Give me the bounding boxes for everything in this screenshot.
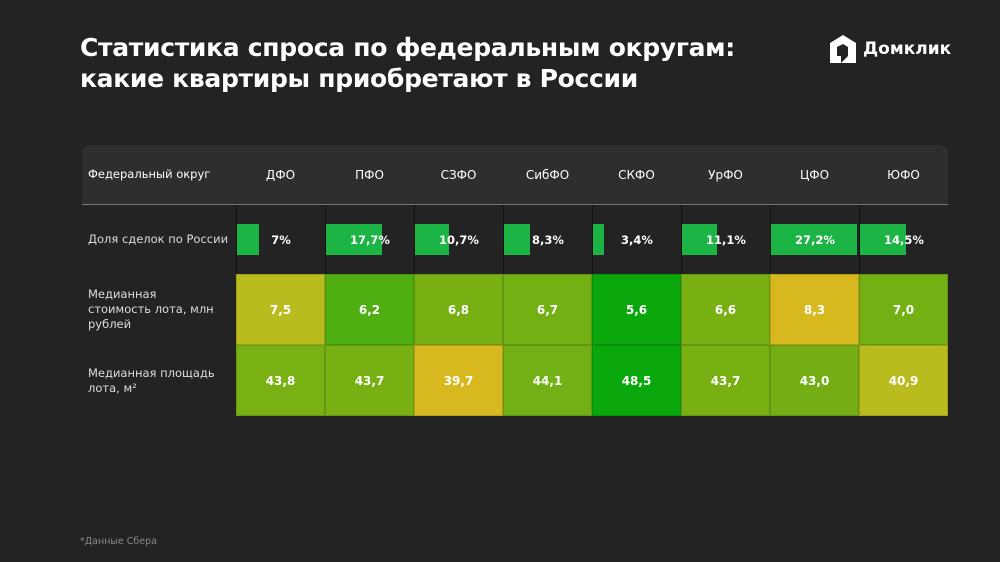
share-cell: 10,7% [414,205,503,274]
share-label: 27,2% [795,232,835,247]
heatmap-cell: 43,8 [236,345,325,416]
title-line-1: Статистика спроса по федеральным округам… [80,33,735,62]
share-label: 10,7% [439,232,479,247]
page-title: Статистика спроса по федеральным округам… [80,32,735,94]
house-logo-icon [830,35,856,63]
heatmap-cell: 6,6 [681,274,770,345]
share-label: 3,4% [621,232,653,247]
share-bar [326,224,382,255]
share-cell: 27,2% [770,205,859,274]
share-bar [771,224,857,255]
share-label: 7% [271,232,291,247]
stats-table: Федеральный округ ДФО ПФО СЗФО СибФО СКФО УрФ… [82,145,948,416]
heatmap-cell: 44,1 [503,345,592,416]
footnote: *Данные Сбера [80,536,157,547]
heatmap-cell: 5,6 [592,274,681,345]
share-cell: 7% [236,205,325,274]
share-cell: 17,7% [325,205,414,274]
row-label: Медианная площадь лота, м² [88,365,215,395]
table-row: Медианная площадь лота, м² 43,8 43,7 39,7 44… [82,345,948,416]
column-header: ДФО [265,167,296,182]
heatmap-cell: 6,2 [325,274,414,345]
share-bar [682,224,718,255]
column-header: ЦФО [799,167,830,182]
share-bar [237,224,260,255]
share-bar [593,224,604,255]
column-header: СибФО [525,167,570,182]
heatmap-cell: 43,7 [681,345,770,416]
table-header: Федеральный округ ДФО ПФО СЗФО СибФО СКФО УрФ… [82,145,948,205]
column-header: СКФО [618,167,655,182]
share-bar [415,224,449,255]
row-label: Доля сделок по России [88,232,229,246]
heatmap-cell: 6,8 [414,274,503,345]
heatmap-cell: 7,5 [236,274,325,345]
heatmap-cell: 40,9 [859,345,948,416]
heatmap-cell: 7,0 [859,274,948,345]
share-label: 11,1% [706,232,746,247]
row-label: Медианная стоимость лота, млн рублей [88,287,214,331]
share-label: 8,3% [532,232,564,247]
title-line-2: какие квартиры приобретают в России [80,64,638,93]
column-header: УрФО [708,167,743,182]
share-cell: 3,4% [592,205,681,274]
share-label: 14,5% [884,232,924,247]
heatmap-cell: 43,7 [325,345,414,416]
heatmap-cell: 6,7 [503,274,592,345]
table-row: Доля сделок по России 7% 17,7% 10,7% 8,3% 3,4… [82,205,948,274]
share-bar [504,224,531,255]
logo-text: Домклик [863,39,952,59]
column-header: ПФО [355,167,384,182]
header-label: Федеральный округ [88,167,211,181]
heatmap-cell: 8,3 [770,274,859,345]
column-header: ЮФО [887,167,920,182]
table-row: Медианная стоимость лота, млн рублей 7,5 6… [82,274,948,345]
logo: Домклик [829,34,951,64]
column-header: СЗФО [440,167,477,182]
heatmap-cell: 48,5 [592,345,681,416]
share-label: 17,7% [350,232,390,247]
heatmap-cell: 39,7 [414,345,503,416]
share-cell: 11,1% [681,205,770,274]
heatmap-cell: 43,0 [770,345,859,416]
share-bar [860,224,906,255]
share-cell: 8,3% [503,205,592,274]
share-cell: 14,5% [859,205,948,274]
